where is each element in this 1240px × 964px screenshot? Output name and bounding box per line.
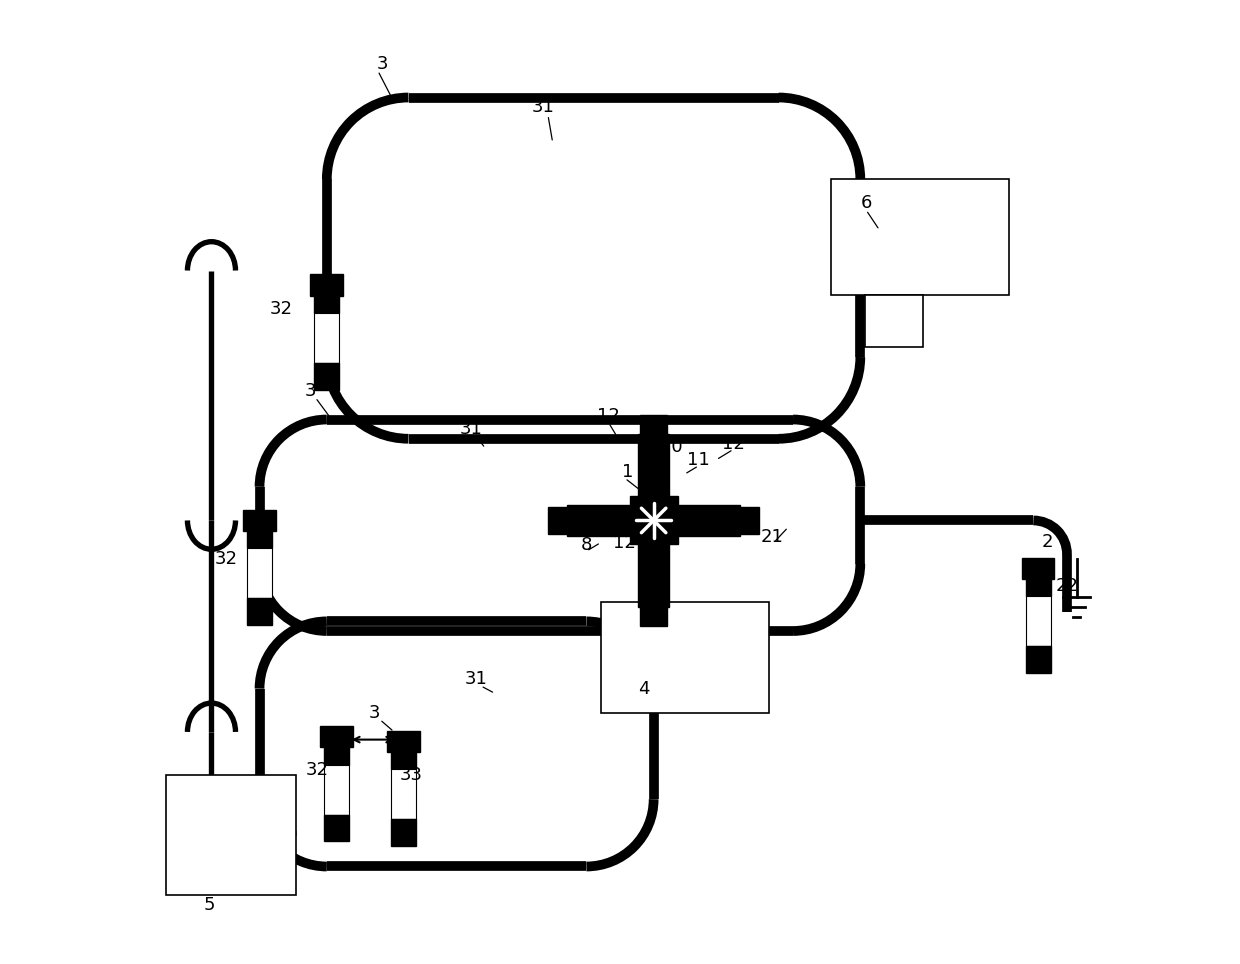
- Text: 12: 12: [722, 435, 745, 452]
- Text: 33: 33: [401, 766, 423, 784]
- Text: 4: 4: [639, 680, 650, 698]
- Bar: [310, 275, 343, 296]
- Bar: [243, 510, 275, 531]
- Text: 3: 3: [377, 55, 388, 73]
- Text: 11: 11: [687, 451, 711, 469]
- Bar: [639, 545, 670, 607]
- Bar: [247, 599, 272, 626]
- Text: 31: 31: [464, 670, 487, 688]
- Text: 10: 10: [660, 439, 682, 456]
- Bar: [247, 531, 272, 549]
- Bar: [314, 296, 340, 313]
- Bar: [387, 731, 420, 752]
- Text: 32: 32: [270, 300, 293, 318]
- Bar: [1025, 597, 1050, 647]
- Text: 32: 32: [215, 549, 237, 568]
- Bar: [1025, 647, 1050, 673]
- Bar: [166, 775, 296, 896]
- Text: 2: 2: [1042, 532, 1054, 550]
- Bar: [732, 507, 759, 534]
- Text: 1: 1: [622, 464, 634, 481]
- Bar: [567, 505, 630, 536]
- Bar: [640, 415, 667, 442]
- Text: 32: 32: [306, 762, 329, 779]
- Bar: [324, 764, 348, 815]
- Bar: [392, 769, 417, 819]
- Bar: [1025, 579, 1050, 597]
- Bar: [866, 295, 923, 347]
- Text: 3: 3: [305, 382, 316, 400]
- Bar: [678, 505, 740, 536]
- Text: 12: 12: [614, 533, 636, 551]
- Text: 5: 5: [203, 896, 216, 914]
- Text: 7: 7: [575, 517, 588, 534]
- Bar: [832, 179, 1009, 295]
- Text: 31: 31: [460, 420, 482, 438]
- Text: 8: 8: [580, 536, 591, 554]
- Bar: [600, 602, 769, 712]
- Text: 6: 6: [861, 194, 872, 212]
- Bar: [548, 507, 575, 534]
- Text: 21: 21: [760, 527, 784, 546]
- Bar: [1022, 558, 1054, 579]
- Bar: [247, 549, 272, 599]
- Text: 22: 22: [1055, 576, 1079, 595]
- Bar: [630, 496, 678, 545]
- Bar: [320, 726, 353, 747]
- Bar: [639, 434, 670, 496]
- Bar: [640, 599, 667, 626]
- Bar: [314, 362, 340, 389]
- Text: 3: 3: [370, 704, 381, 722]
- Bar: [314, 313, 340, 362]
- Bar: [392, 752, 417, 769]
- Bar: [324, 747, 348, 764]
- Text: 31: 31: [532, 98, 554, 116]
- Bar: [324, 815, 348, 842]
- Bar: [392, 819, 417, 846]
- Text: 12: 12: [596, 407, 620, 425]
